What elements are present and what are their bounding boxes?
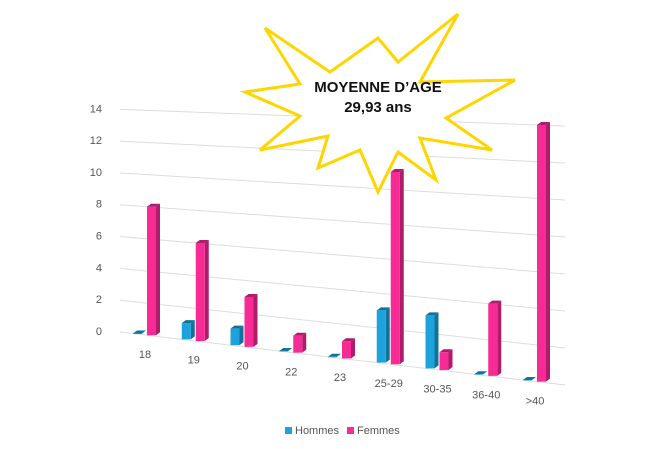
bar-top	[376, 307, 390, 311]
bar	[244, 296, 254, 347]
bar-top	[195, 239, 209, 243]
bar	[342, 341, 351, 359]
x-tick-label: 30-35	[423, 384, 451, 396]
grid-line	[119, 172, 566, 201]
bar	[439, 352, 449, 371]
y-tick-label: 10	[90, 167, 102, 179]
bar	[195, 242, 205, 342]
bar-side	[204, 239, 209, 342]
bar-top	[279, 347, 293, 351]
bar-top	[230, 325, 244, 329]
x-tick-label: 25-29	[375, 378, 403, 390]
grid-line	[119, 204, 566, 238]
bar-side	[156, 203, 160, 336]
y-tick-label: 8	[96, 199, 102, 211]
bar-side	[448, 349, 453, 371]
legend-swatch	[347, 427, 354, 434]
bar-top	[523, 376, 536, 380]
x-tick-label: 20	[236, 360, 248, 372]
x-tick-label: 22	[285, 366, 297, 378]
x-tick-label: 18	[139, 349, 151, 361]
bar-side	[434, 312, 439, 369]
bar	[488, 303, 498, 376]
bar-top	[293, 332, 307, 336]
bar-side	[190, 320, 195, 340]
annotation: 29,93 ans	[344, 99, 412, 116]
bar	[474, 374, 484, 375]
starburst	[239, 12, 516, 196]
bar-side	[546, 121, 550, 382]
bar-side	[497, 300, 502, 376]
y-tick-label: 14	[90, 103, 102, 115]
bar-side	[253, 293, 258, 347]
bar	[181, 323, 191, 340]
bar	[147, 206, 156, 336]
bar	[390, 171, 400, 365]
y-tick-label: 0	[96, 326, 102, 338]
legend-label: Femmes	[357, 425, 400, 437]
bar-top	[537, 121, 550, 125]
bar	[523, 379, 532, 381]
bar	[293, 335, 303, 353]
bar	[328, 356, 337, 358]
bar	[133, 333, 142, 335]
x-tick-label: 36-40	[472, 390, 500, 402]
x-tick-label: 19	[188, 355, 200, 367]
bar-top	[342, 338, 355, 342]
legend-label: Hommes	[295, 425, 340, 437]
bar-top	[390, 168, 404, 172]
bar-top	[328, 353, 341, 357]
annotation: MOYENNE D’AGE	[314, 79, 442, 96]
x-tick-label: 23	[334, 372, 346, 384]
bar-side	[351, 338, 355, 359]
x-tick-label: >40	[526, 395, 545, 407]
y-tick-label: 2	[96, 294, 102, 306]
bar-side	[239, 325, 244, 346]
y-tick-label: 6	[96, 231, 102, 243]
bar-top	[133, 330, 146, 334]
bar-top	[488, 300, 502, 304]
bar-top	[147, 203, 160, 207]
bar-top	[439, 349, 453, 353]
bar	[279, 350, 289, 352]
grid-line	[119, 331, 566, 386]
bar-top	[425, 312, 439, 316]
bar	[230, 328, 240, 346]
grid-line	[119, 236, 566, 275]
legend-swatch	[285, 427, 292, 434]
bar-side	[385, 307, 390, 363]
bar-side	[399, 168, 404, 365]
bar	[537, 124, 546, 382]
bar-top	[181, 320, 195, 324]
y-tick-label: 4	[96, 262, 102, 274]
bar-top	[244, 293, 258, 297]
bar	[425, 315, 435, 369]
bar	[376, 310, 386, 363]
y-tick-label: 12	[90, 135, 102, 147]
bar-side	[302, 332, 307, 353]
bar-top	[474, 371, 488, 375]
